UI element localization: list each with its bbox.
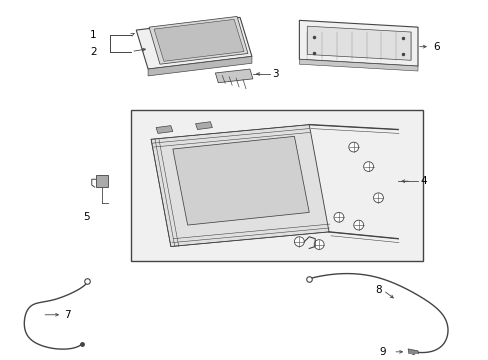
Polygon shape	[299, 59, 417, 71]
Polygon shape	[96, 175, 107, 187]
Text: 7: 7	[64, 310, 71, 320]
Circle shape	[348, 142, 358, 152]
Circle shape	[333, 212, 343, 222]
Polygon shape	[148, 57, 251, 76]
Polygon shape	[195, 122, 212, 130]
Polygon shape	[172, 136, 308, 225]
Polygon shape	[156, 126, 172, 134]
Circle shape	[294, 237, 304, 247]
Text: 6: 6	[432, 42, 439, 51]
Polygon shape	[215, 69, 252, 83]
Text: 4: 4	[419, 176, 426, 186]
Text: 5: 5	[83, 212, 90, 222]
Polygon shape	[151, 125, 328, 247]
Bar	[131, 110, 422, 261]
Text: 1: 1	[90, 30, 97, 40]
Polygon shape	[299, 20, 417, 66]
Polygon shape	[136, 17, 251, 69]
Text: 3: 3	[271, 69, 278, 79]
Circle shape	[373, 193, 383, 203]
Polygon shape	[154, 19, 244, 61]
Polygon shape	[149, 17, 247, 64]
Circle shape	[353, 220, 363, 230]
Circle shape	[363, 162, 373, 171]
Text: 9: 9	[379, 347, 386, 357]
Text: 8: 8	[374, 285, 381, 296]
Text: 2: 2	[90, 46, 97, 57]
Polygon shape	[407, 349, 418, 357]
Circle shape	[314, 240, 324, 249]
Polygon shape	[306, 26, 410, 60]
